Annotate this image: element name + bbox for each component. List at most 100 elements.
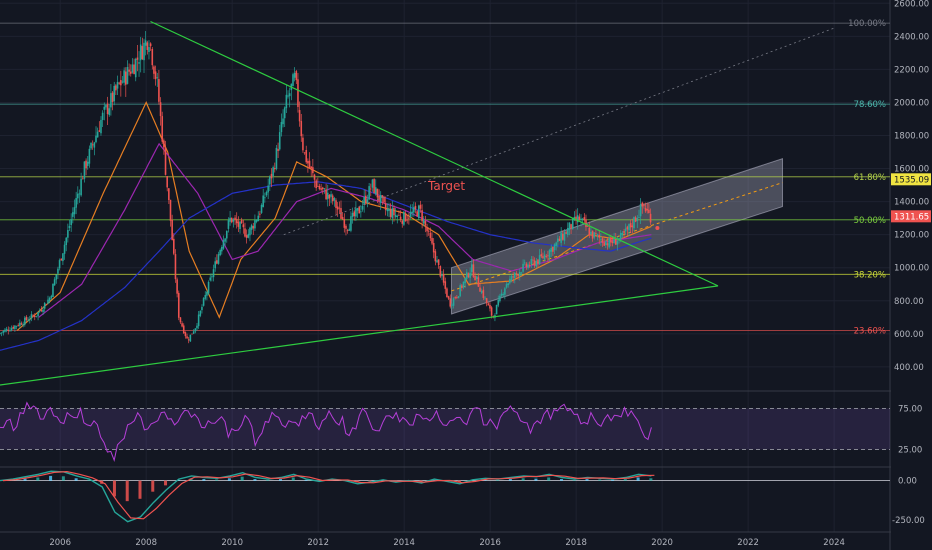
candle-body <box>386 209 389 212</box>
candle-body <box>591 230 594 239</box>
candle-body <box>295 71 298 81</box>
candle-body <box>502 294 505 295</box>
candle-body <box>169 199 172 221</box>
candle-body <box>88 148 91 164</box>
candle-body <box>123 70 125 83</box>
macd-histogram-bar <box>253 479 257 481</box>
macd-histogram-bar <box>636 477 640 481</box>
fib-level-label: 78.60% <box>854 100 886 110</box>
candle-body <box>595 232 597 234</box>
candle-body <box>646 209 649 211</box>
candle-body <box>456 297 458 298</box>
candle-body <box>308 160 311 168</box>
candle-body <box>52 284 54 297</box>
candle-body <box>416 211 418 217</box>
macd-histogram-bar <box>534 478 538 481</box>
candle-body <box>465 272 468 279</box>
candle-body <box>62 253 64 262</box>
target-label: Target <box>427 179 465 193</box>
candle-body <box>393 208 395 216</box>
candle-body <box>5 328 8 331</box>
candle-body <box>545 255 548 257</box>
candle-body <box>600 239 602 241</box>
candle-body <box>525 263 528 267</box>
macd-histogram-bar <box>585 479 589 481</box>
candle-body <box>320 188 322 190</box>
candle-body <box>573 216 576 219</box>
candle-body <box>187 339 190 341</box>
candle-body <box>492 315 495 317</box>
candle-body <box>43 303 46 309</box>
macd-tick-label: -250.00 <box>892 516 925 526</box>
candle-body <box>57 268 59 274</box>
candle-body <box>75 198 77 208</box>
candle-body <box>93 142 96 148</box>
candle-body <box>583 217 586 221</box>
macd-histogram-bar <box>23 478 27 481</box>
candle-body <box>374 187 377 195</box>
candle-body <box>366 199 369 203</box>
x-tick-label: 2024 <box>823 538 845 548</box>
candle-body <box>360 211 362 213</box>
macd-histogram-bar <box>227 478 231 481</box>
channel-midline <box>451 182 783 292</box>
candle-body <box>204 294 207 299</box>
macd-histogram-bar <box>125 480 129 502</box>
candle-body <box>643 205 645 207</box>
candle-body <box>348 228 351 231</box>
candle-body <box>239 221 241 230</box>
candle-body <box>35 315 38 317</box>
candle-body <box>527 264 529 269</box>
candle-body <box>139 44 142 61</box>
candle-body <box>580 218 582 220</box>
candle-body <box>454 297 457 299</box>
candle-body <box>575 216 577 221</box>
candle-body <box>287 95 289 97</box>
fib-level-label: 38.20% <box>854 270 886 280</box>
candle-body <box>432 242 435 253</box>
candle-body <box>197 314 200 327</box>
candle-body <box>25 316 28 321</box>
y-tick-label: 600.00 <box>894 330 924 340</box>
candle-body <box>250 225 253 230</box>
candle-body <box>237 221 240 227</box>
y-tick-label: 1800.00 <box>894 132 929 142</box>
candle-body <box>53 279 56 286</box>
candle-body <box>384 203 387 210</box>
candle-body <box>605 241 607 245</box>
candle-body <box>166 175 168 188</box>
candle-body <box>28 319 31 321</box>
candle-body <box>318 185 321 190</box>
candle-body <box>487 303 490 306</box>
candle-body <box>427 230 430 232</box>
candle-body <box>446 288 448 298</box>
candle-body <box>417 205 420 219</box>
candle-body <box>149 43 152 47</box>
candle-body <box>96 131 99 138</box>
candle-body <box>242 224 245 228</box>
candle-body <box>326 192 329 200</box>
triangle-trendline <box>0 285 719 386</box>
candle-body <box>216 260 218 264</box>
candle-body <box>194 328 197 332</box>
macd-histogram-bar <box>151 480 155 492</box>
candle-body <box>369 188 372 190</box>
candle-body <box>260 204 263 213</box>
candle-body <box>285 94 288 109</box>
candle-body <box>207 281 210 294</box>
candle-body <box>146 42 149 50</box>
candle-body <box>240 219 243 224</box>
x-tick-label: 2014 <box>393 538 415 548</box>
candle-body <box>459 285 461 297</box>
candle-body <box>639 204 642 217</box>
candle-body <box>209 277 212 281</box>
candle-body <box>300 121 303 137</box>
candle-body <box>479 287 481 292</box>
candle-body <box>328 194 331 199</box>
candle-body <box>158 79 160 102</box>
candle-body <box>113 85 116 102</box>
candle-body <box>280 122 283 133</box>
y-tick-label: 800.00 <box>894 297 924 307</box>
x-tick-label: 2012 <box>307 538 329 548</box>
